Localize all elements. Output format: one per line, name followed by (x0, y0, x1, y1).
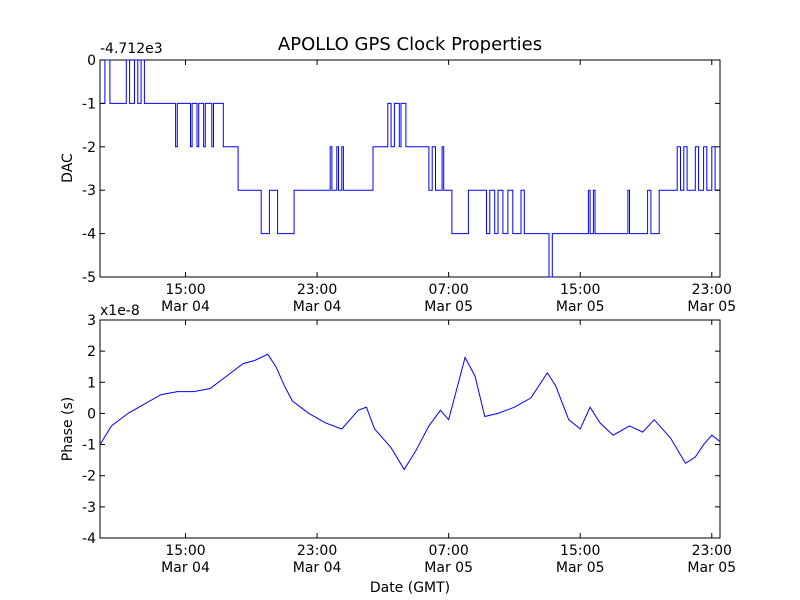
phase-y-tick-label: 1 (87, 375, 96, 391)
dac-offset-label: -4.712e3 (100, 41, 163, 57)
dac-y-tick-label: -5 (82, 270, 96, 286)
phase-x-tick-date: Mar 05 (687, 560, 736, 576)
phase-x-tick-time: 15:00 (560, 543, 600, 559)
dac-x-tick-date: Mar 05 (424, 299, 473, 315)
dac-y-axis: 0 -1 -2 -3 -4 -5 (82, 53, 720, 286)
dac-x-tick-date: Mar 05 (556, 299, 605, 315)
phase-x-tick-time: 07:00 (428, 543, 468, 559)
phase-y-tick-label: -4 (82, 531, 96, 547)
dac-x-tick-date: Mar 04 (161, 299, 210, 315)
dac-y-tick-label: -4 (82, 227, 96, 243)
phase-y-tick-label: 0 (87, 406, 96, 422)
phase-x-tick-date: Mar 05 (556, 560, 605, 576)
dac-series-line (100, 59, 720, 278)
dac-y-tick-label: -1 (82, 96, 96, 112)
dac-x-tick-time: 23:00 (297, 282, 337, 298)
phase-series-line (99, 353, 721, 471)
chart-title: APOLLO GPS Clock Properties (278, 34, 542, 55)
phase-y-tick-label: 3 (87, 313, 96, 329)
dac-x-tick-time: 15:00 (560, 282, 600, 298)
dac-x-tick-time: 23:00 (692, 282, 732, 298)
dac-axes-frame (99, 59, 721, 278)
phase-x-tick-time: 23:00 (297, 543, 337, 559)
x-axis-label: Date (GMT) (370, 580, 450, 596)
dac-y-tick-label: 0 (87, 53, 96, 69)
phase-offset-label: x1e-8 (100, 303, 140, 319)
dac-x-tick-date: Mar 04 (293, 299, 342, 315)
dac-x-tick-date: Mar 05 (687, 299, 736, 315)
phase-x-tick-time: 23:00 (692, 543, 732, 559)
dac-x-tick-time: 07:00 (428, 282, 468, 298)
phase-y-tick-label: -2 (82, 469, 96, 485)
phase-y-axis-label: Phase (s) (60, 397, 76, 461)
phase-y-tick-label: 2 (87, 344, 96, 360)
phase-x-tick-date: Mar 04 (293, 560, 342, 576)
dac-y-tick-label: -3 (82, 183, 96, 199)
phase-y-tick-label: -1 (82, 438, 96, 454)
dac-y-axis-label: DAC (60, 153, 76, 183)
dac-y-tick-label: -2 (82, 140, 96, 156)
phase-x-tick-time: 15:00 (165, 543, 205, 559)
dac-x-tick-time: 15:00 (165, 282, 205, 298)
phase-x-tick-date: Mar 05 (424, 560, 473, 576)
phase-y-tick-label: -3 (82, 500, 96, 516)
phase-y-axis: 3 2 1 0 -1 -2 -3 -4 (82, 313, 720, 547)
phase-axes-frame (99, 319, 721, 539)
phase-x-tick-date: Mar 04 (161, 560, 210, 576)
